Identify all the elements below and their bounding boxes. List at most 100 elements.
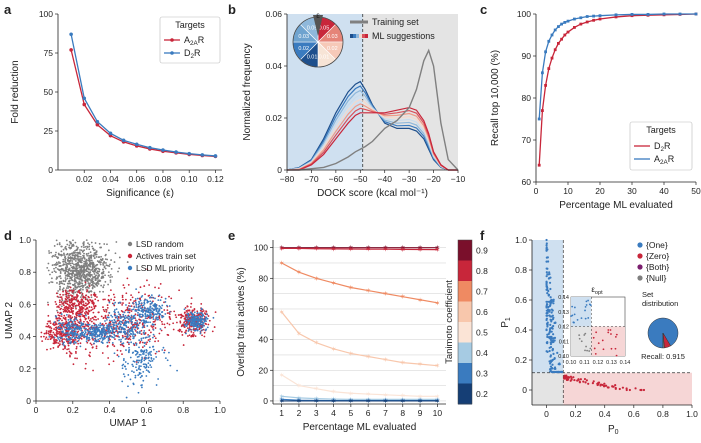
d-point-random (104, 274, 106, 277)
d-point-random (110, 267, 113, 270)
d-point-ml-priority (117, 331, 120, 333)
d-point-ml-priority (138, 332, 141, 335)
d-point-actives (125, 292, 128, 295)
d-point-actives (52, 331, 55, 334)
d-point-actives (77, 342, 80, 345)
d-point-ml-priority (71, 320, 74, 323)
d-point-ml-priority (103, 337, 106, 340)
f-point-one (545, 249, 548, 252)
d-point-random (80, 245, 83, 248)
d-point-random (77, 274, 79, 277)
d-point-actives (90, 306, 93, 309)
d-point-random (70, 252, 73, 255)
d-point-random (62, 264, 64, 267)
d-point-actives (63, 323, 66, 326)
d-point-random (61, 282, 64, 285)
e-point: ✶ (365, 244, 371, 252)
f-point-one (546, 273, 549, 276)
d-point-ml-priority (63, 326, 66, 329)
e-point: ✶ (365, 246, 371, 254)
e-point: ✶ (348, 390, 354, 398)
d-point-actives (55, 292, 58, 295)
f-point-zero (603, 385, 606, 388)
d-point-random (81, 250, 84, 253)
d-point-ml-priority (77, 339, 80, 342)
d-point-actives (94, 305, 97, 307)
d-point-ml-priority (128, 334, 131, 337)
d-point-actives (166, 312, 169, 315)
e-point: ✶ (417, 246, 423, 254)
d-point-ml-priority (132, 333, 135, 335)
c-point (566, 19, 570, 23)
d-point-ml-priority (67, 318, 70, 321)
e-xtick-label: 9 (418, 408, 423, 418)
d-point-actives (169, 318, 172, 320)
d-point-actives (190, 302, 193, 305)
d-point-random (88, 274, 91, 277)
d-point-random (88, 278, 91, 281)
d-point-ml-priority (112, 323, 115, 326)
e-point: ✶ (279, 245, 285, 253)
e-point: ✶ (331, 397, 337, 405)
c-point (563, 33, 567, 37)
d-point-random (63, 263, 66, 266)
d-point-actives (178, 330, 181, 333)
d-point-ml-priority (185, 332, 187, 335)
d-point-ml-priority (200, 321, 203, 324)
d-point-random (66, 275, 69, 277)
b-pie-label: 0.05 (319, 26, 330, 32)
d-point-random (103, 243, 106, 245)
d-point-actives (55, 303, 58, 306)
d-point-ml-priority (122, 318, 125, 321)
f-point-one (549, 342, 553, 346)
d-point-actives (82, 325, 84, 328)
d-point-ml-priority (141, 315, 144, 318)
f-point-one (550, 298, 553, 301)
d-point-ml-priority (123, 324, 125, 327)
e-point: ✶ (434, 396, 440, 404)
d-point-actives (64, 347, 66, 350)
d-point-actives (153, 320, 156, 323)
d-point-ml-priority (121, 367, 124, 370)
d-point-ml-priority (62, 331, 64, 334)
f-point-one (546, 267, 549, 270)
d-point-ml-priority (132, 371, 135, 374)
d-point-ml-priority (136, 324, 138, 327)
d-point-ml-priority (53, 321, 56, 324)
d-point-ml-priority (91, 324, 94, 327)
d-point-actives (46, 322, 49, 325)
d-point-ml-priority (79, 345, 82, 348)
d-point-actives (64, 317, 66, 320)
d-point-random (79, 276, 82, 279)
d-point-actives (83, 316, 86, 319)
d-point-ml-priority (124, 314, 127, 317)
d-point-ml-priority (122, 359, 125, 362)
d-point-ml-priority (160, 311, 163, 314)
d-point-actives (48, 326, 51, 329)
f-point-one (545, 271, 548, 274)
d-point-ml-priority (135, 322, 137, 325)
d-point-random (50, 251, 53, 254)
d-point-ml-priority (55, 315, 57, 318)
d-point-actives (192, 331, 195, 334)
d-point-ml-priority (193, 329, 196, 332)
d-point-actives (166, 309, 169, 312)
a-xtick-label: 0.12 (207, 174, 224, 184)
f-recall-text: Recall: 0.915 (641, 352, 685, 361)
a-legend-marker (170, 38, 174, 42)
f-point-zero (625, 388, 628, 392)
c-point (694, 12, 698, 16)
d-point-random (79, 296, 82, 298)
d-point-actives (62, 333, 65, 336)
d-point-random (64, 280, 67, 283)
f-point-zero (564, 377, 567, 380)
d-point-ml-priority (134, 374, 137, 377)
d-point-random (85, 275, 88, 278)
d-point-actives (179, 329, 182, 331)
c-point (550, 33, 554, 37)
d-point-random (74, 260, 77, 262)
d-point-actives (100, 315, 103, 318)
d-point-ml-priority (93, 324, 96, 327)
d-point-ml-priority (137, 314, 140, 317)
f-point-zero (573, 378, 576, 382)
